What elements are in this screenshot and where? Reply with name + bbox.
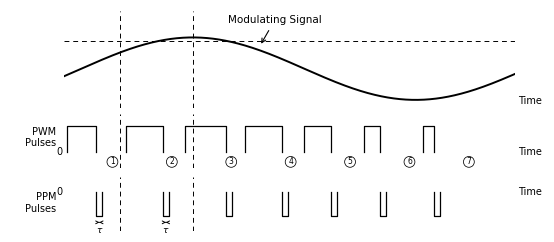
Text: 4: 4 [288, 157, 293, 166]
Text: 3: 3 [229, 157, 234, 166]
Text: Time: Time [518, 147, 542, 157]
Text: Modulating Signal: Modulating Signal [228, 15, 321, 43]
Text: 2: 2 [170, 157, 174, 166]
Text: 7: 7 [466, 157, 471, 166]
Text: 6: 6 [407, 157, 412, 166]
Text: $\tau$: $\tau$ [162, 226, 170, 235]
Text: Time: Time [518, 187, 542, 197]
Text: PWM
Pulses: PWM Pulses [25, 127, 57, 148]
Text: 0: 0 [57, 187, 63, 197]
Text: $\tau$: $\tau$ [96, 226, 103, 235]
Text: 1: 1 [110, 157, 115, 166]
Text: 0: 0 [57, 147, 63, 157]
Text: Time: Time [518, 97, 542, 106]
Text: PPM
Pulses: PPM Pulses [25, 192, 57, 213]
Text: 5: 5 [347, 157, 352, 166]
